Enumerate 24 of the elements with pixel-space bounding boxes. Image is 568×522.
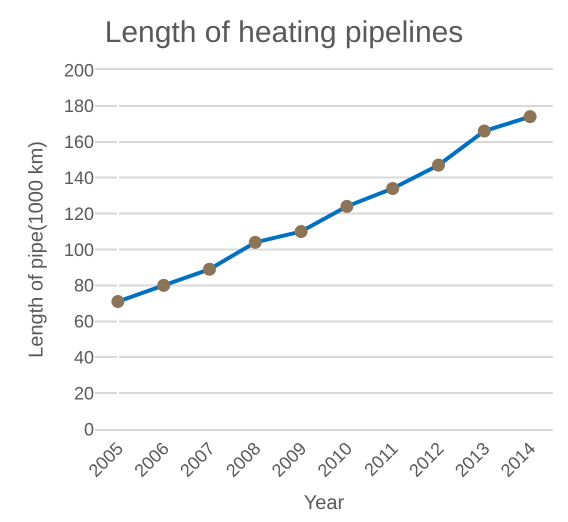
y-tick-label: 80 [74, 276, 94, 296]
y-tick-label: 60 [74, 312, 94, 332]
y-tick-label: 200 [64, 60, 94, 80]
x-axis-title: Year [304, 492, 345, 514]
point [386, 182, 400, 195]
point [203, 262, 216, 276]
y-tick-label: 20 [74, 383, 94, 404]
point [294, 225, 308, 238]
y-tick-label: 100 [64, 240, 94, 260]
point [524, 110, 537, 124]
chart-title: Length of heating pipelines [104, 16, 464, 49]
y-tick-label: 160 [64, 132, 94, 152]
point [157, 278, 170, 292]
point [478, 124, 491, 138]
y-tick-label: 120 [64, 204, 94, 224]
y-tick-label: 140 [64, 168, 94, 188]
y-tick-label: 40 [74, 348, 94, 368]
point [111, 295, 124, 308]
y-tick-label: 180 [64, 96, 94, 116]
point [248, 236, 262, 249]
y-tick-label: 0 [84, 419, 94, 440]
point [340, 200, 354, 213]
y-axis-title: Length of pipe(1000 km) [25, 141, 48, 358]
point [432, 158, 445, 172]
